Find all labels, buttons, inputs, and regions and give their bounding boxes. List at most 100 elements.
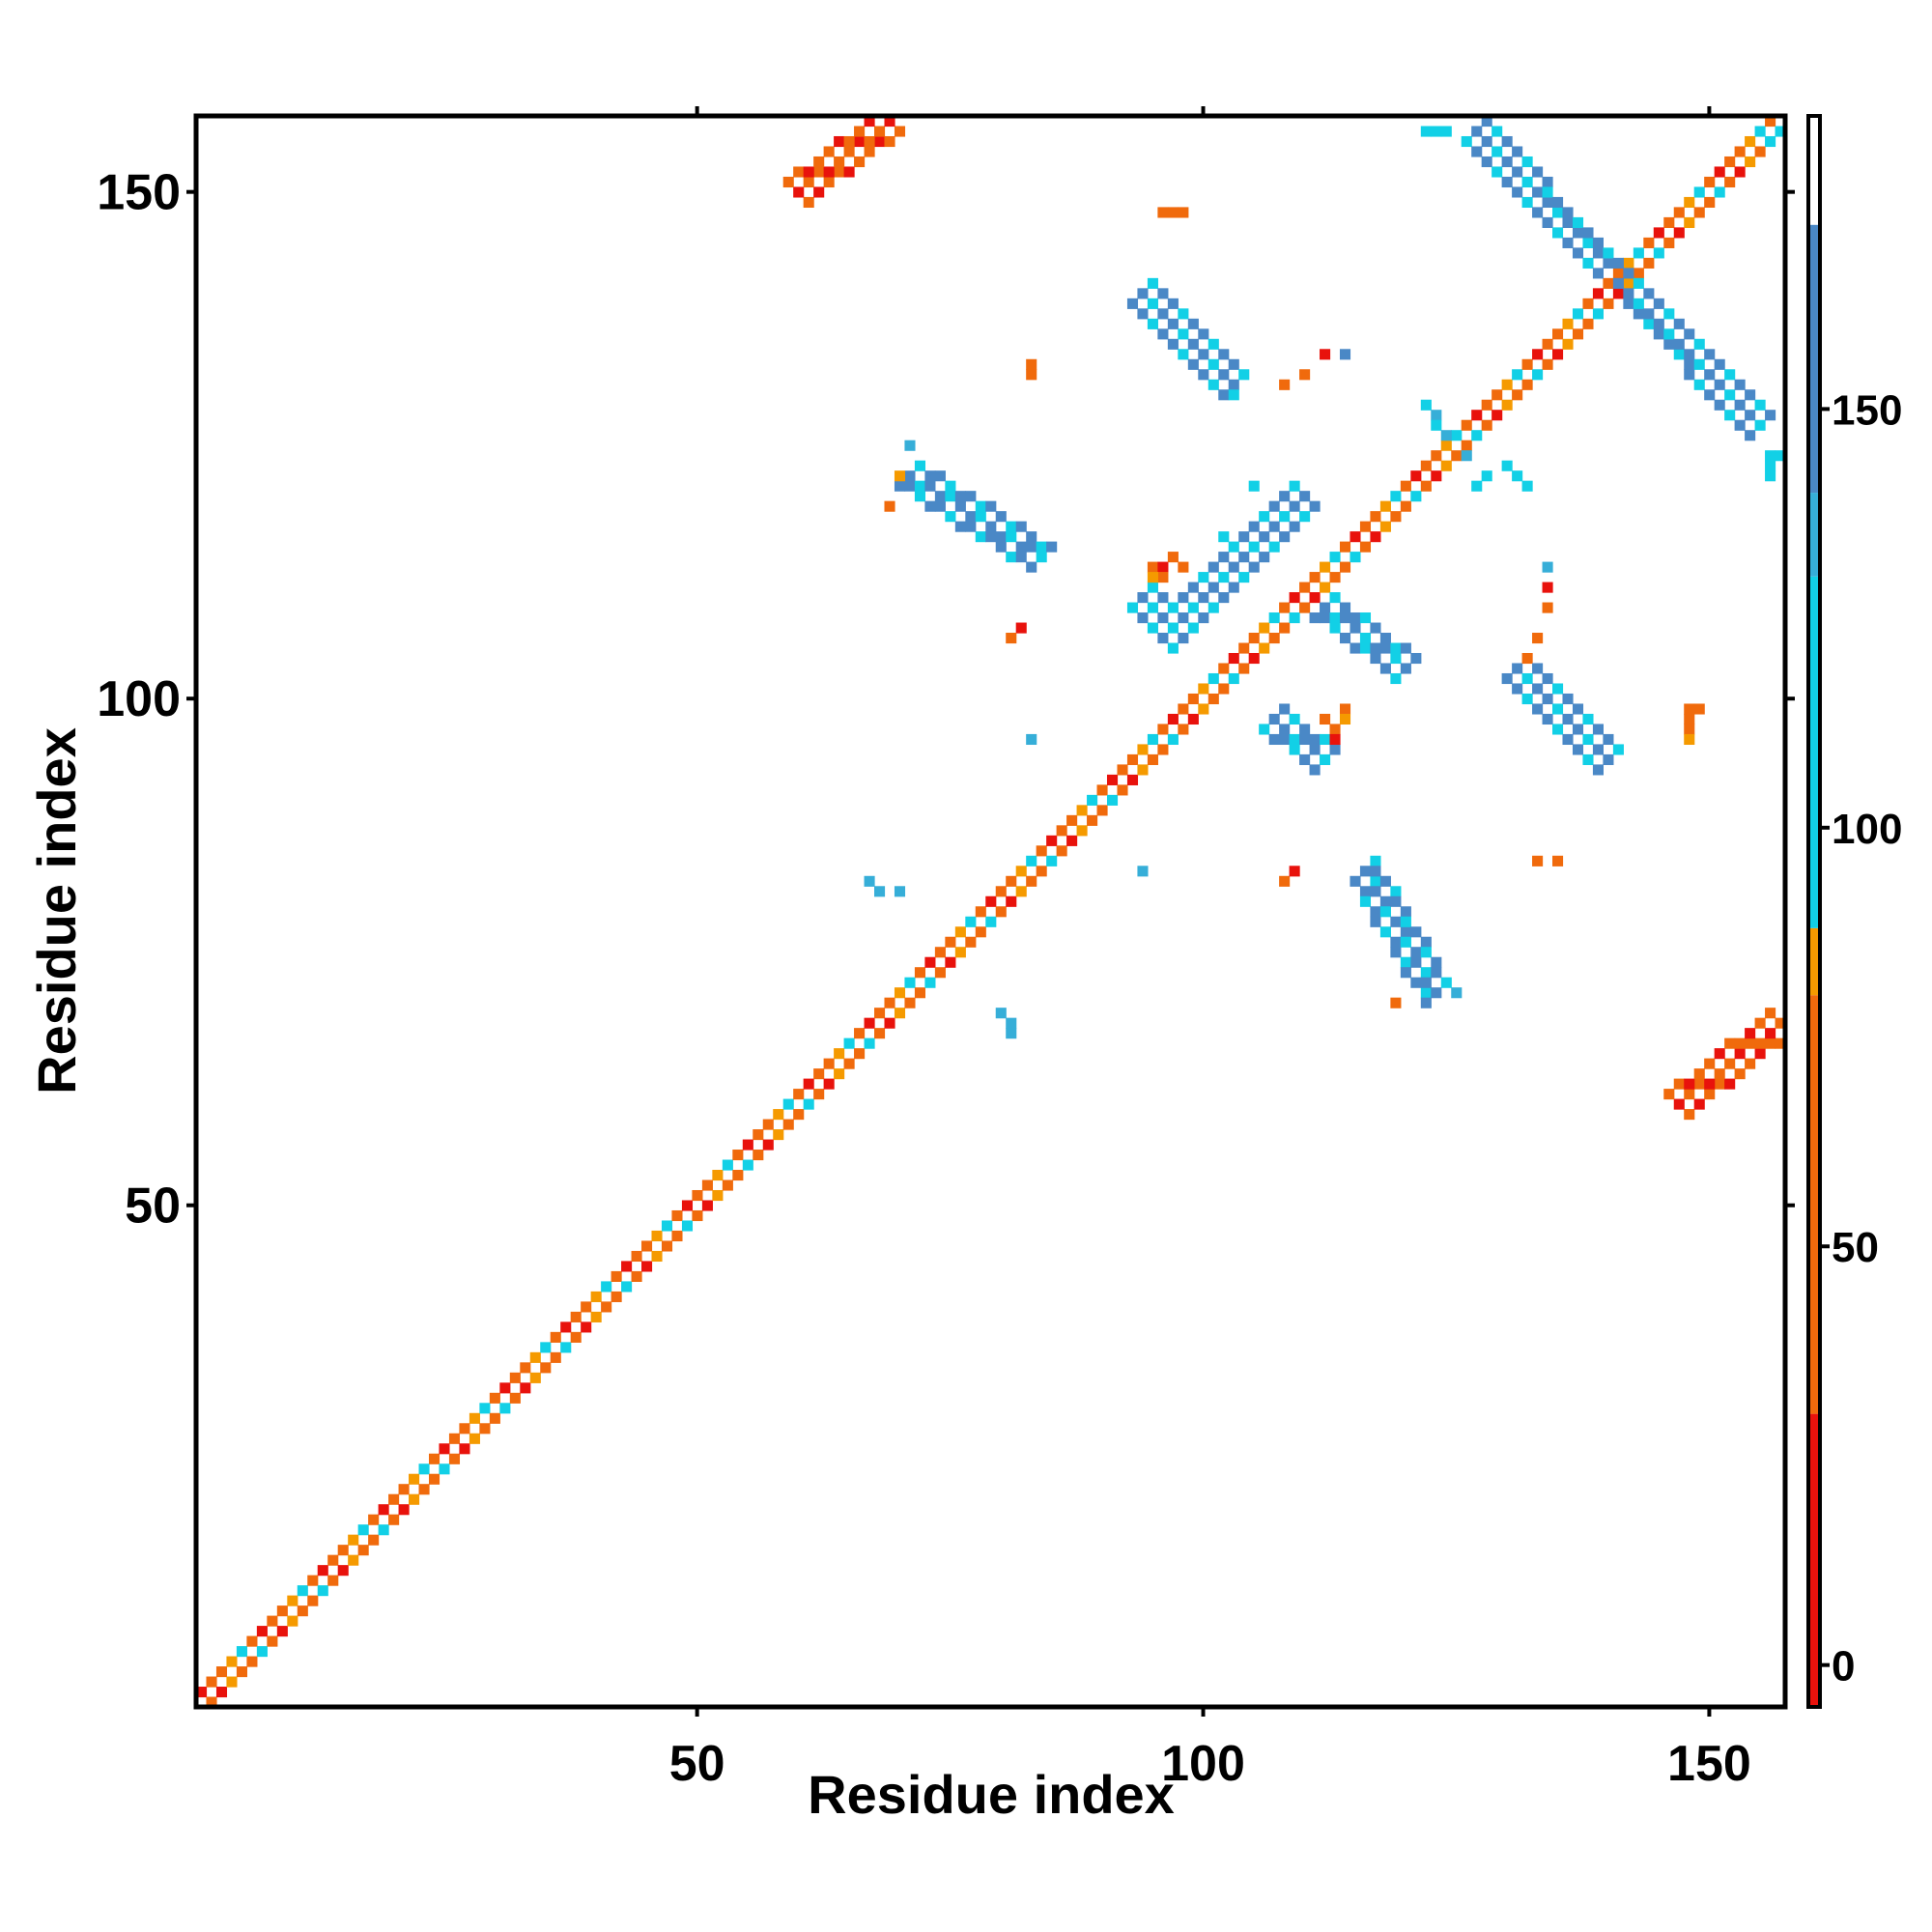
heatmap-cell <box>1734 166 1746 178</box>
heatmap-cell <box>1178 328 1189 340</box>
colorbar-band <box>1808 995 1820 1414</box>
heatmap-cell <box>520 1382 531 1394</box>
heatmap-cell <box>1167 207 1179 218</box>
heatmap-cell <box>1238 572 1250 583</box>
heatmap-cell <box>1420 480 1432 492</box>
heatmap-cell <box>1198 369 1209 381</box>
heatmap-cell <box>1268 713 1280 725</box>
heatmap-cell <box>985 916 997 927</box>
heatmap-cell <box>1400 956 1411 968</box>
heatmap-cell <box>1178 561 1189 573</box>
heatmap-cell <box>1339 541 1351 553</box>
heatmap-cell <box>1410 652 1422 665</box>
heatmap-cell <box>1724 369 1736 381</box>
heatmap-cell <box>1765 135 1776 148</box>
heatmap-cell <box>884 135 895 148</box>
heatmap-cell <box>1259 622 1270 634</box>
heatmap-cell <box>1521 196 1533 209</box>
heatmap-cell <box>854 135 866 148</box>
heatmap-cell <box>1501 460 1513 471</box>
heatmap-cell <box>1400 916 1411 927</box>
heatmap-cell <box>1461 419 1472 431</box>
heatmap-cell <box>1754 1037 1766 1049</box>
heatmap-cell <box>924 956 936 968</box>
heatmap-cell <box>1238 531 1250 543</box>
heatmap-cell <box>1248 521 1260 532</box>
heatmap-cell <box>1259 511 1270 523</box>
heatmap-cell <box>1198 703 1209 715</box>
y-axis-title: Residue index <box>26 727 87 1094</box>
heatmap-cell <box>904 470 916 482</box>
heatmap-cell <box>1076 825 1088 837</box>
heatmap-cell <box>1268 733 1280 746</box>
x-axis-title: Residue index <box>808 1764 1175 1825</box>
heatmap-cell <box>762 1139 774 1151</box>
heatmap-cell <box>489 1412 500 1424</box>
heatmap-cell <box>1147 602 1158 613</box>
heatmap-cell <box>1309 592 1321 604</box>
heatmap-cell <box>1259 552 1270 563</box>
heatmap-cell <box>479 1423 491 1435</box>
heatmap-cell <box>1512 663 1523 674</box>
heatmap-cell <box>1015 521 1027 532</box>
heatmap-cell <box>843 1037 855 1049</box>
heatmap-cell <box>540 1362 552 1374</box>
heatmap-cell <box>1228 358 1239 370</box>
heatmap-cell <box>995 541 1007 553</box>
heatmap-cell <box>1379 633 1391 644</box>
heatmap-cell <box>1157 592 1169 604</box>
heatmap-cell <box>641 1240 653 1252</box>
heatmap-cell <box>601 1281 612 1293</box>
heatmap-cell <box>1704 369 1716 381</box>
heatmap-cell <box>823 176 835 188</box>
heatmap-cell <box>1481 135 1492 148</box>
heatmap-cell <box>995 1008 1007 1019</box>
heatmap-cell <box>256 1646 268 1658</box>
heatmap-cell <box>256 1626 268 1637</box>
heatmap-cell <box>1532 186 1544 198</box>
heatmap-cell <box>1147 622 1158 634</box>
heatmap-cell <box>499 1403 511 1414</box>
heatmap-cell <box>823 146 835 157</box>
heatmap-cell <box>1370 875 1381 887</box>
heatmap-cell <box>1218 369 1230 381</box>
heatmap-cell <box>1501 135 1513 148</box>
heatmap-cell <box>1745 1037 1756 1049</box>
heatmap-cell <box>1208 338 1219 350</box>
heatmap-cell <box>1552 349 1564 360</box>
heatmap-cell <box>1775 1037 1786 1049</box>
heatmap-cell <box>1167 338 1179 350</box>
heatmap-cell <box>1673 349 1685 360</box>
heatmap-cell <box>1542 358 1553 370</box>
heatmap-cell <box>1724 1037 1736 1049</box>
heatmap-cell <box>1015 552 1027 563</box>
heatmap-cell <box>1126 298 1139 309</box>
heatmap-cell <box>945 956 956 968</box>
heatmap-cell <box>914 460 925 471</box>
heatmap-cell <box>1653 318 1664 329</box>
heatmap-cell <box>1734 419 1746 431</box>
heatmap-cell <box>1684 724 1695 735</box>
heatmap-cell <box>1734 399 1746 411</box>
heatmap-cell <box>1359 895 1372 907</box>
heatmap-cell <box>1026 733 1037 746</box>
heatmap-cell <box>327 1554 339 1566</box>
heatmap-cell <box>681 1220 694 1232</box>
heatmap-cell <box>1370 622 1381 634</box>
heatmap-cell <box>297 1605 308 1617</box>
heatmap-cell <box>843 166 855 178</box>
heatmap-cell <box>1309 500 1321 512</box>
heatmap-cell <box>854 1028 866 1039</box>
heatmap-cell <box>874 886 886 897</box>
heatmap-cell <box>1370 906 1381 918</box>
heatmap-cell <box>1339 349 1351 360</box>
heatmap-cell <box>1268 612 1280 624</box>
heatmap-cell <box>1420 126 1432 137</box>
heatmap-cell <box>581 1301 592 1313</box>
heatmap-cell <box>1471 430 1483 441</box>
colorbar-band <box>1808 493 1820 577</box>
heatmap-cell <box>1512 369 1523 381</box>
heatmap-cell <box>1532 166 1544 178</box>
heatmap-cell <box>1106 794 1119 806</box>
heatmap-cell <box>934 470 946 482</box>
